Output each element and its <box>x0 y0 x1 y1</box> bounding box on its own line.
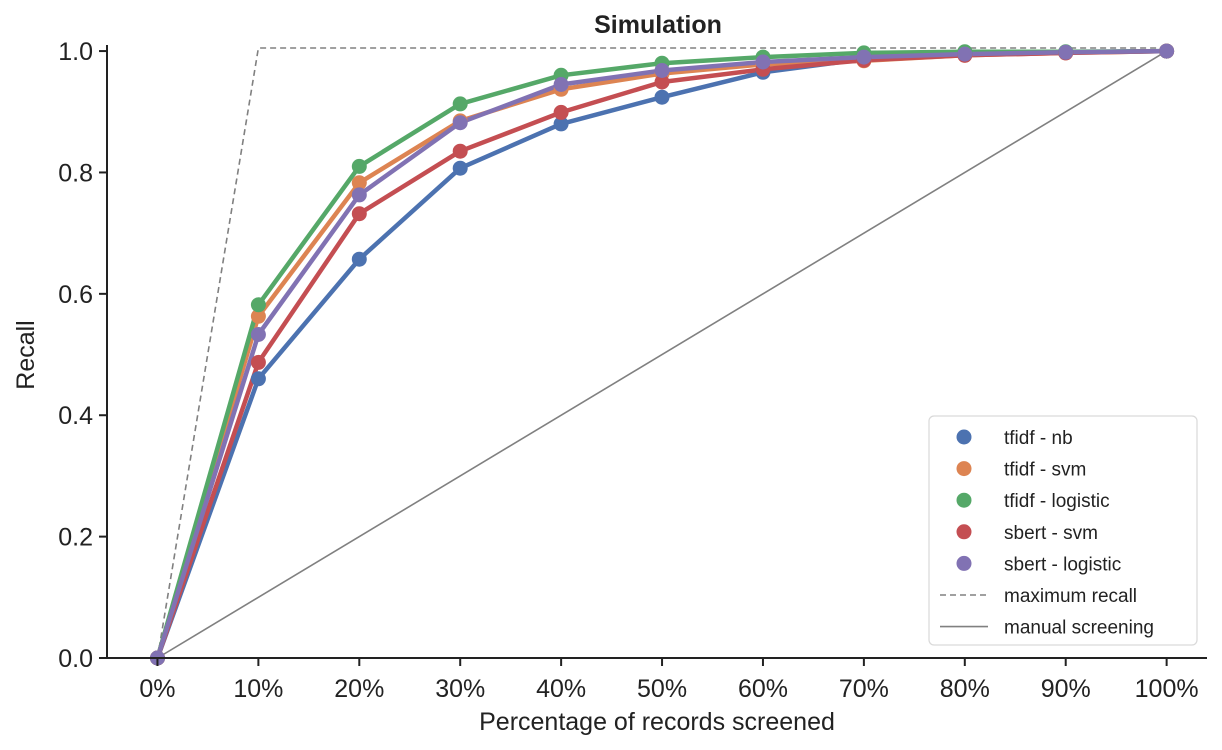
series-3-point-5 <box>654 74 670 90</box>
x-tick-label-10: 100% <box>1135 675 1199 703</box>
y-tick-label-4: 0.8 <box>58 159 93 187</box>
legend-label-4: sbert - logistic <box>1004 554 1121 575</box>
legend-marker-2 <box>956 492 972 508</box>
series-3-point-1 <box>250 354 266 370</box>
legend-marker-3 <box>956 524 972 540</box>
legend-label-5: maximum recall <box>1004 586 1137 607</box>
y-axis-label: Recall <box>12 320 40 389</box>
series-0-point-4 <box>553 116 569 132</box>
series-0-point-2 <box>351 251 367 267</box>
x-tick-label-9: 90% <box>1041 675 1091 703</box>
legend-marker-4 <box>956 555 972 571</box>
series-4-point-6 <box>755 54 771 70</box>
x-tick-label-0: 0% <box>139 675 175 703</box>
series-0-point-5 <box>654 89 670 105</box>
y-tick-label-3: 0.6 <box>58 281 93 309</box>
x-tick-label-2: 20% <box>334 675 384 703</box>
series-0-point-1 <box>250 371 266 387</box>
series-4-point-5 <box>654 63 670 78</box>
legend-label-2: tfidf - logistic <box>1004 491 1110 512</box>
series-2-point-1 <box>250 297 266 313</box>
legend-label-1: tfidf - svm <box>1004 460 1086 481</box>
legend-label-0: tfidf - nb <box>1004 428 1073 449</box>
series-1-point-1 <box>250 308 266 324</box>
y-tick-label-1: 0.2 <box>58 524 93 552</box>
series-3-point-3 <box>452 143 468 159</box>
reference-line-1 <box>157 50 1168 659</box>
legend-label-6: manual screening <box>1004 618 1154 639</box>
x-tick-label-8: 80% <box>940 675 990 703</box>
series-4-point-3 <box>452 115 468 131</box>
series-4-point-8 <box>957 46 973 62</box>
legend-box <box>928 415 1198 646</box>
y-tick-label-2: 0.4 <box>58 402 93 430</box>
series-points <box>150 43 1175 666</box>
x-ticks: 0% 10% 20% 30% 40% 50% 60% 70% 80% 90% 100% <box>139 658 1199 703</box>
x-axis-label: Percentage of records screened <box>479 708 835 736</box>
y-tick-label-5: 1.0 <box>58 38 93 66</box>
series-1-point-2 <box>351 175 367 191</box>
series-4-point-1 <box>250 327 266 342</box>
legend: tfidf - nb tfidf - svm tfidf - logistic sbe… <box>928 415 1198 646</box>
x-tick-label-7: 70% <box>839 675 889 703</box>
x-tick-label-4: 40% <box>536 675 586 703</box>
series-3-point-4 <box>553 104 569 120</box>
series-4-point-2 <box>351 187 367 203</box>
y-ticks: 0.0 0.2 0.4 0.6 0.8 1.0 <box>58 38 107 673</box>
series-2-point-3 <box>452 96 468 112</box>
x-tick-label-5: 50% <box>637 675 687 703</box>
series-2-point-2 <box>351 158 367 174</box>
legend-marker-0 <box>956 429 972 445</box>
legend-marker-1 <box>956 461 972 477</box>
axes <box>106 45 1207 659</box>
series-4-point-9 <box>1058 44 1074 60</box>
x-tick-label-3: 30% <box>435 675 485 703</box>
x-tick-label-1: 10% <box>233 675 283 703</box>
y-tick-label-0: 0.0 <box>58 645 93 673</box>
series-4-point-7 <box>856 49 872 65</box>
series-3-point-2 <box>351 206 367 222</box>
series-4-point-10 <box>1159 43 1175 59</box>
chart-title: Simulation <box>594 11 722 39</box>
x-tick-label-6: 60% <box>738 675 788 703</box>
legend-label-3: sbert - svm <box>1004 523 1098 544</box>
series-4-point-4 <box>553 77 569 92</box>
series-0-point-3 <box>452 160 468 176</box>
